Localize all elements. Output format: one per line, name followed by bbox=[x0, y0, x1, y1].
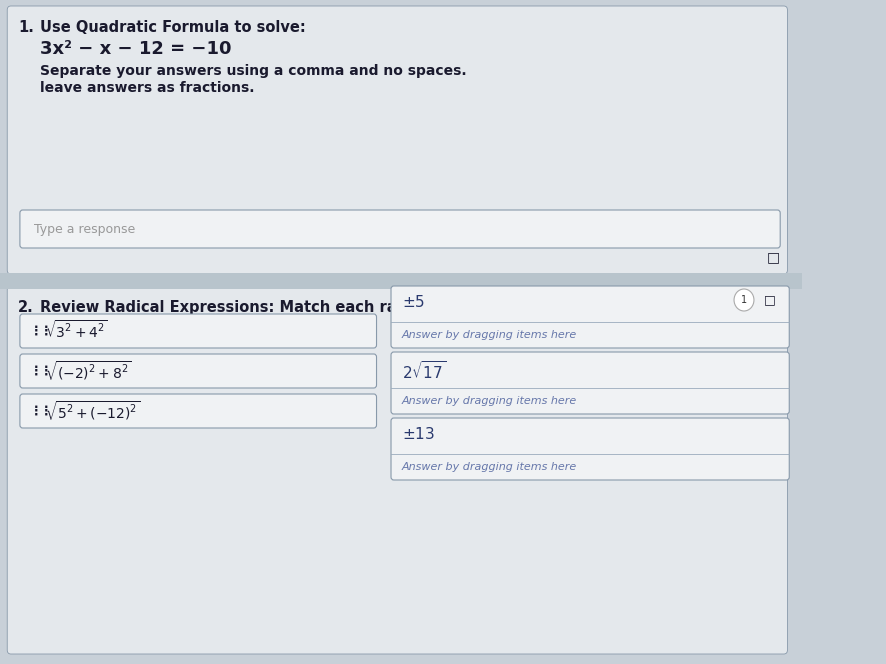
FancyBboxPatch shape bbox=[7, 6, 788, 274]
FancyBboxPatch shape bbox=[391, 352, 789, 414]
Text: Separate your answers using a comma and no spaces.: Separate your answers using a comma and … bbox=[40, 64, 466, 78]
Text: 1.: 1. bbox=[18, 20, 34, 35]
Text: □: □ bbox=[767, 250, 781, 264]
FancyBboxPatch shape bbox=[7, 286, 788, 654]
Text: $\sqrt{5^2+(-12)^2}$: $\sqrt{5^2+(-12)^2}$ bbox=[45, 399, 141, 423]
Text: □: □ bbox=[764, 293, 775, 307]
Text: form on the right.: form on the right. bbox=[40, 318, 188, 333]
Text: Answer by dragging items here: Answer by dragging items here bbox=[402, 330, 577, 340]
Text: Type a response: Type a response bbox=[35, 222, 136, 236]
Text: $\mathbf{\vdots\!\vdots}$: $\mathbf{\vdots\!\vdots}$ bbox=[29, 404, 49, 418]
Text: 2.: 2. bbox=[18, 300, 34, 315]
Text: $\sqrt{3^2+4^2}$: $\sqrt{3^2+4^2}$ bbox=[45, 321, 108, 341]
FancyBboxPatch shape bbox=[19, 394, 377, 428]
Text: $\mathbf{\vdots\!\vdots}$: $\mathbf{\vdots\!\vdots}$ bbox=[29, 324, 49, 338]
Text: Answer by dragging items here: Answer by dragging items here bbox=[402, 462, 577, 472]
FancyBboxPatch shape bbox=[391, 286, 789, 348]
FancyBboxPatch shape bbox=[391, 418, 789, 480]
FancyBboxPatch shape bbox=[19, 210, 781, 248]
Text: $\sqrt{(-2)^2+8^2}$: $\sqrt{(-2)^2+8^2}$ bbox=[45, 359, 132, 383]
Text: $\mathbf{\vdots\!\vdots}$: $\mathbf{\vdots\!\vdots}$ bbox=[29, 364, 49, 378]
Text: Answer by dragging items here: Answer by dragging items here bbox=[402, 396, 577, 406]
Text: $\pm13$: $\pm13$ bbox=[402, 426, 435, 442]
FancyBboxPatch shape bbox=[19, 314, 377, 348]
FancyBboxPatch shape bbox=[19, 354, 377, 388]
Circle shape bbox=[734, 289, 754, 311]
Text: 3x² − x − 12 = −10: 3x² − x − 12 = −10 bbox=[40, 40, 231, 58]
Bar bbox=[0, 273, 802, 289]
Text: leave answers as fractions.: leave answers as fractions. bbox=[40, 81, 254, 95]
Text: $\pm5$: $\pm5$ bbox=[402, 294, 425, 310]
Text: 1: 1 bbox=[741, 295, 747, 305]
Text: $2\sqrt{17}$: $2\sqrt{17}$ bbox=[402, 360, 447, 382]
Text: Use Quadratic Formula to solve:: Use Quadratic Formula to solve: bbox=[40, 20, 306, 35]
Text: Review Radical Expressions: Match each radical expression on the left with its s: Review Radical Expressions: Match each r… bbox=[40, 300, 776, 315]
